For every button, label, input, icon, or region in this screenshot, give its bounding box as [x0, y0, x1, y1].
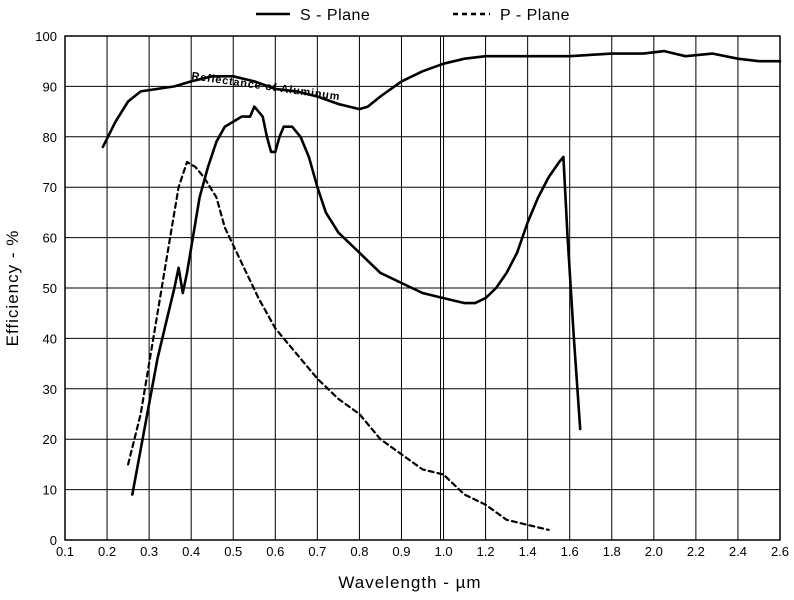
- x-tick-label: 2.6: [771, 544, 789, 559]
- series-line-p-plane: [127, 160, 550, 531]
- ticks-layer: 0.1 0.2 0.3 0.4 0.5 0.6 0.7 0.8 0.9 1.0 1.2 1.4 1.6 1…: [35, 29, 789, 559]
- x-tick-label: 0.3: [140, 544, 158, 559]
- series-layer: [101, 49, 782, 531]
- x-tick-label: 1.4: [519, 544, 537, 559]
- x-tick-label: 0.4: [182, 544, 200, 559]
- x-tick-label: 1.6: [561, 544, 579, 559]
- x-tick-label: 0.5: [224, 544, 242, 559]
- x-axis-title: Wavelength - µm: [338, 573, 481, 592]
- x-tick-label: 1.0: [434, 544, 452, 559]
- x-tick-label: 0.1: [56, 544, 74, 559]
- legend-p-plane-label: P - Plane: [500, 7, 570, 24]
- x-tick-label: 0.6: [266, 544, 284, 559]
- x-tick-label: 1.8: [603, 544, 621, 559]
- x-tick-label: 2.4: [729, 544, 747, 559]
- y-tick-label: 90: [43, 79, 57, 94]
- legend-s-plane-label: S - Plane: [300, 7, 370, 24]
- y-tick-label: 40: [43, 331, 57, 346]
- x-tick-label: 0.7: [308, 544, 326, 559]
- x-tick-label: 0.9: [392, 544, 410, 559]
- x-tick-label: 0.2: [98, 544, 116, 559]
- y-tick-label: 100: [35, 29, 57, 44]
- y-tick-label: 30: [43, 382, 57, 397]
- x-tick-label: 1.2: [477, 544, 495, 559]
- y-tick-label: 80: [43, 130, 57, 145]
- y-tick-label: 10: [43, 483, 57, 498]
- y-tick-label: 0: [50, 533, 57, 548]
- y-tick-label: 20: [43, 432, 57, 447]
- legend: S - Plane P - Plane: [256, 7, 570, 24]
- grid: [64, 35, 781, 541]
- y-tick-label: 70: [43, 180, 57, 195]
- plot-frame: [64, 35, 781, 541]
- series-line-reflectance-of-aluminum: [101, 49, 782, 149]
- x-tick-label: 2.2: [687, 544, 705, 559]
- series-line-s-plane: [131, 105, 582, 496]
- x-tick-label: 0.8: [350, 544, 368, 559]
- y-tick-label: 50: [43, 281, 57, 296]
- y-tick-label: 60: [43, 231, 57, 246]
- x-tick-label: 2.0: [645, 544, 663, 559]
- y-axis-title: Efficiency - %: [3, 230, 22, 347]
